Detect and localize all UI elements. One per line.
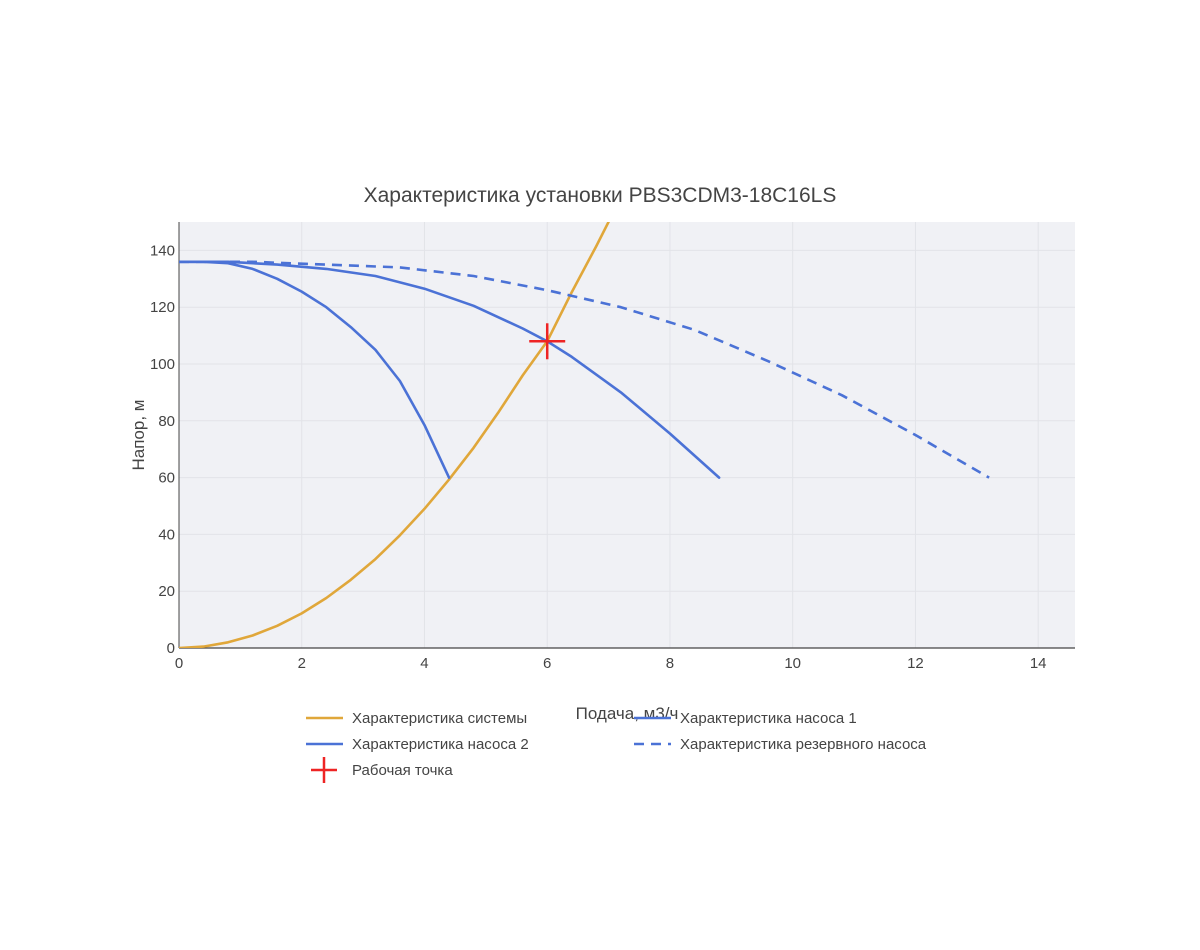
x-tick-label-12: 12 [907, 655, 924, 672]
y-tick-label-20: 20 [158, 583, 175, 600]
legend-item-operating-point: Рабочая точка [311, 757, 453, 783]
legend-label-pump-2: Характеристика насоса 2 [352, 736, 529, 753]
operating-point-layer [529, 323, 566, 360]
legend-label-pump-1: Характеристика насоса 1 [680, 710, 857, 727]
y-axis-ticks: 0 20 40 60 80 100 120 140 [150, 242, 175, 657]
y-tick-label-40: 40 [158, 526, 175, 543]
y-axis-label: Напор, м [129, 400, 148, 471]
legend-item-pump-1: Характеристика насоса 1 [634, 710, 857, 727]
y-tick-label-100: 100 [150, 356, 175, 373]
legend-item-system: Характеристика системы [306, 710, 527, 727]
y-tick-label-120: 120 [150, 299, 175, 316]
x-axis-label: Подача, м3/ч [576, 704, 679, 723]
legend: Характеристика системы Характеристика нас… [306, 710, 927, 783]
y-tick-label-0: 0 [167, 640, 175, 657]
legend-item-pump-2: Характеристика насоса 2 [306, 736, 529, 753]
x-axis-ticks: 0 2 4 6 8 10 12 14 [175, 655, 1047, 672]
x-tick-label-6: 6 [543, 655, 551, 672]
x-tick-label-8: 8 [666, 655, 674, 672]
x-tick-label-4: 4 [420, 655, 428, 672]
y-tick-label-80: 80 [158, 413, 175, 430]
series-line-reserve-pump-curve [179, 260, 990, 479]
chart-title: Характеристика установки PBS3CDM3-18C16L… [364, 184, 837, 207]
x-tick-label-2: 2 [298, 655, 306, 672]
x-tick-label-10: 10 [784, 655, 801, 672]
x-tick-label-0: 0 [175, 655, 183, 672]
y-tick-label-60: 60 [158, 470, 175, 487]
legend-label-system: Характеристика системы [352, 710, 527, 727]
plot-area [179, 222, 1075, 648]
series-line-pump-2-curve [179, 260, 721, 479]
legend-item-reserve-pump: Характеристика резервного насоса [634, 736, 927, 753]
x-tick-label-14: 14 [1030, 655, 1047, 672]
y-tick-label-140: 140 [150, 242, 175, 259]
legend-label-reserve-pump: Характеристика резервного насоса [680, 736, 927, 753]
grid [179, 222, 1075, 648]
legend-label-operating-point: Рабочая точка [352, 762, 453, 779]
operating-point-marker [529, 323, 566, 360]
